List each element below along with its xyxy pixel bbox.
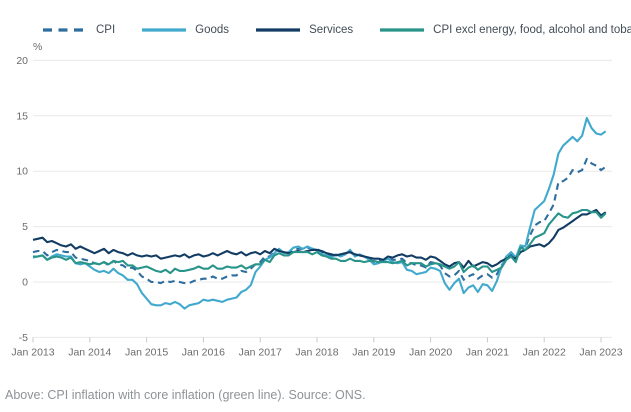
svg-text:Jan 2022: Jan 2022	[523, 346, 566, 358]
svg-text:Jan 2017: Jan 2017	[239, 346, 282, 358]
svg-text:Jan 2020: Jan 2020	[409, 346, 452, 358]
cpi-dashed-line-swatch-icon	[43, 28, 87, 32]
legend-label-goods: Goods	[195, 24, 230, 36]
svg-text:Jan 2013: Jan 2013	[11, 346, 54, 358]
legend-label-core-cpi: CPI excl energy, food, alcohol and tobac…	[433, 24, 631, 36]
chart-caption: Above: CPI inflation with core inflation…	[5, 388, 366, 402]
chart-legend: CPI Goods Services CPI excl energy, food…	[42, 24, 631, 36]
legend-label-services: Services	[309, 24, 354, 36]
legend-label-cpi: CPI	[96, 24, 116, 36]
line-chart: 20 15 10 5 0 -5% Jan 2013 Jan 2014 Jan 2015 Jan 2…	[11, 41, 622, 358]
svg-text:15: 15	[16, 110, 28, 122]
svg-text:Jan 2014: Jan 2014	[68, 346, 111, 358]
svg-text:%: %	[33, 41, 42, 53]
legend-item-goods: Goods	[141, 24, 229, 36]
svg-text:Jan 2019: Jan 2019	[352, 346, 395, 358]
legend-item-core-cpi: CPI excl energy, food, alcohol and tobac…	[379, 24, 631, 36]
svg-text:Jan 2016: Jan 2016	[182, 346, 225, 358]
svg-text:Jan 2021: Jan 2021	[466, 346, 509, 358]
svg-text:Jan 2015: Jan 2015	[125, 346, 168, 358]
svg-text:10: 10	[16, 166, 28, 178]
goods-line-swatch-icon	[142, 28, 187, 32]
svg-text:-5: -5	[19, 332, 28, 344]
services-line-swatch-icon	[256, 28, 301, 32]
svg-text:5: 5	[22, 221, 28, 233]
legend-item-cpi: CPI	[42, 24, 115, 36]
svg-text:20: 20	[16, 55, 28, 67]
svg-text:0: 0	[22, 277, 28, 289]
svg-text:Jan 2023: Jan 2023	[579, 346, 622, 358]
legend-item-services: Services	[255, 24, 353, 36]
svg-text:Jan 2018: Jan 2018	[295, 346, 338, 358]
core-cpi-line-swatch-icon	[380, 28, 425, 32]
chart-canvas: 20 15 10 5 0 -5% Jan 2013 Jan 2014 Jan 2015 Jan 2…	[11, 41, 622, 358]
